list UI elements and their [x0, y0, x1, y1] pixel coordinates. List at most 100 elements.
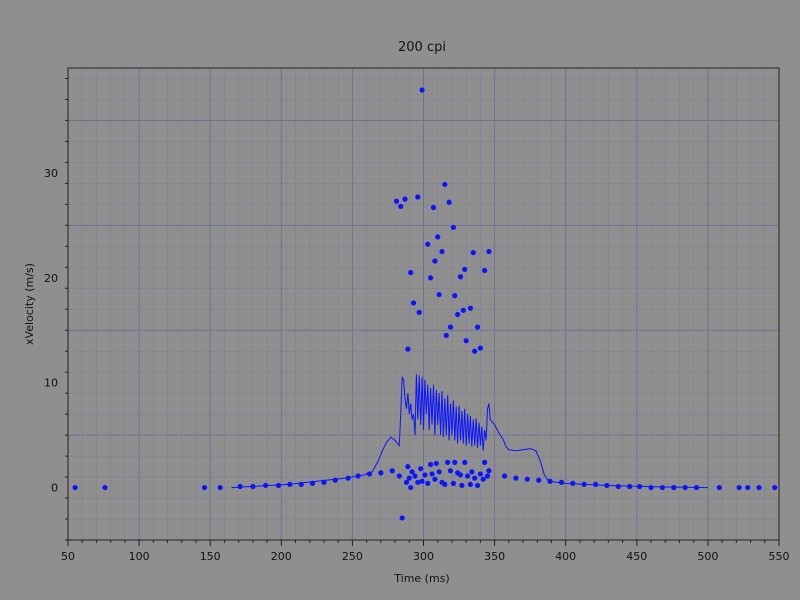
x-tick-label: 50: [61, 550, 75, 563]
data-point: [604, 482, 610, 489]
scatter-series: [72, 87, 778, 521]
data-point: [570, 480, 576, 486]
x-tick-label: 300: [413, 550, 434, 563]
data-point: [403, 479, 410, 485]
data-point: [484, 473, 491, 479]
data-point: [425, 241, 431, 247]
data-point: [419, 87, 425, 93]
data-point: [275, 482, 282, 489]
data-point: [459, 482, 465, 489]
data-point: [615, 483, 621, 490]
data-point: [736, 484, 742, 491]
data-point: [447, 324, 454, 330]
data-point: [428, 461, 434, 468]
data-point: [435, 234, 441, 240]
y-tick-label: 10: [44, 377, 58, 390]
data-point: [745, 484, 751, 491]
x-tick-label: 450: [626, 550, 647, 563]
data-point: [393, 198, 400, 204]
data-point: [648, 484, 654, 491]
y-axis-label: xVelocity (m/s): [23, 263, 36, 345]
data-point: [201, 484, 208, 491]
data-point: [430, 204, 437, 211]
data-point: [464, 473, 471, 479]
data-point: [472, 475, 478, 481]
data-point: [263, 482, 269, 489]
x-axis-label: Time (ms): [393, 572, 449, 585]
data-point: [432, 476, 438, 482]
data-point: [298, 481, 304, 488]
data-point: [447, 468, 454, 474]
data-point: [513, 475, 519, 481]
data-point: [309, 480, 316, 486]
data-point: [217, 484, 223, 491]
data-point: [627, 483, 633, 490]
data-point: [671, 484, 677, 491]
data-point: [442, 481, 448, 488]
data-point: [467, 305, 474, 311]
data-point: [772, 484, 778, 491]
x-tick-label: 150: [200, 550, 221, 563]
chart-title: 200 cpi: [398, 40, 446, 55]
data-point: [536, 477, 542, 483]
data-point: [462, 266, 468, 272]
data-point: [396, 473, 402, 479]
data-point: [355, 473, 361, 479]
data-point: [237, 483, 243, 490]
data-point: [402, 196, 408, 202]
data-point: [693, 484, 700, 491]
data-point: [637, 483, 643, 490]
data-point: [412, 473, 418, 479]
data-point: [399, 515, 405, 521]
data-point: [452, 293, 458, 299]
y-tick-label: 30: [44, 167, 58, 180]
data-point: [486, 248, 492, 255]
data-point: [102, 484, 108, 491]
line-series: [231, 374, 708, 489]
data-point: [439, 248, 445, 255]
x-tick-label: 400: [555, 550, 576, 563]
data-point: [433, 460, 439, 467]
data-point: [425, 480, 431, 486]
data-point: [482, 459, 488, 465]
data-point: [432, 258, 438, 264]
data-point: [467, 481, 474, 488]
data-point: [422, 472, 428, 478]
data-point: [409, 469, 415, 475]
data-point: [455, 311, 461, 318]
x-tick-label: 350: [484, 550, 505, 563]
data-point: [474, 324, 481, 330]
data-point: [524, 476, 530, 482]
data-point: [450, 480, 456, 486]
data-point: [450, 224, 456, 231]
data-point: [462, 459, 468, 465]
data-point: [477, 345, 483, 351]
data-point: [416, 309, 422, 315]
data-point: [463, 338, 469, 344]
data-point: [460, 307, 466, 313]
major-grid: [67, 68, 780, 541]
data-point: [716, 484, 722, 491]
data-point: [472, 348, 478, 354]
y-tick-labels: 0 10 20 30: [44, 167, 58, 495]
data-point: [659, 484, 665, 491]
data-point: [366, 471, 373, 477]
data-point: [446, 199, 452, 205]
data-point: [415, 194, 421, 200]
data-point: [477, 471, 483, 477]
data-point: [592, 481, 599, 488]
data-point: [436, 469, 442, 475]
data-point: [72, 484, 78, 491]
data-point: [470, 250, 476, 256]
data-point: [482, 267, 488, 274]
data-point: [378, 470, 384, 476]
data-point: [408, 269, 414, 276]
data-point: [682, 484, 688, 491]
data-point: [469, 469, 475, 475]
tick-marks: [65, 77, 780, 546]
series-line: [231, 374, 708, 489]
y-tick-label: 0: [51, 482, 58, 495]
data-point: [398, 203, 404, 210]
data-point: [443, 332, 449, 339]
